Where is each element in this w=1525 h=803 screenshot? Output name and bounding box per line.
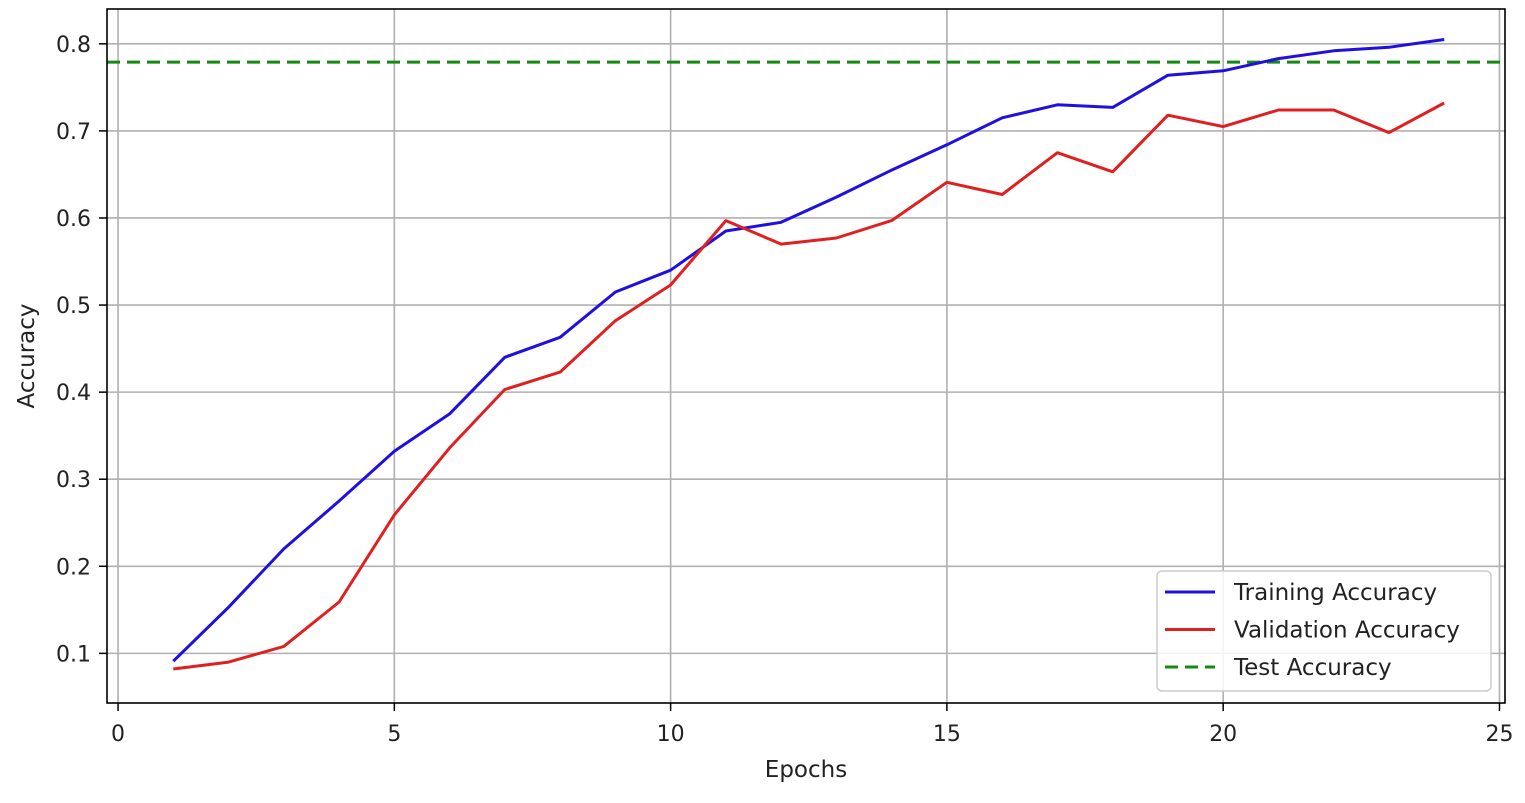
x-tick-label: 5	[387, 722, 401, 747]
legend-box	[1156, 570, 1492, 692]
validation-accuracy-line	[173, 101, 1445, 671]
tick-layer: 0 5 10 15 20 25 0.1 0.2 0.3 0.4 0.5 0.6 0.7 0.8	[56, 33, 1513, 747]
legend: Training Accuracy Validation Accuracy Test…	[1156, 570, 1492, 692]
y-tick-label: 0.5	[56, 294, 91, 319]
x-tick-label: 15	[933, 722, 961, 747]
x-tick-label: 0	[111, 722, 125, 747]
legend-label: Test Accuracy	[1233, 655, 1392, 681]
y-tick-label: 0.6	[56, 207, 91, 232]
x-axis-title: Epochs	[765, 757, 847, 783]
legend-label: Training Accuracy	[1233, 580, 1437, 606]
y-tick-label: 0.3	[56, 468, 91, 493]
y-tick-label: 0.1	[56, 642, 91, 667]
x-tick-label: 20	[1209, 722, 1237, 747]
x-tick-label: 10	[657, 722, 685, 747]
x-tick-label: 25	[1485, 722, 1513, 747]
y-tick-label: 0.7	[56, 120, 91, 145]
series-layer	[107, 38, 1505, 671]
y-tick-label: 0.4	[56, 381, 91, 406]
training-accuracy-line	[172, 38, 1445, 663]
y-tick-label: 0.2	[56, 555, 91, 580]
legend-label: Validation Accuracy	[1234, 618, 1460, 644]
grid-layer	[107, 9, 1505, 703]
y-axis-title: Accuracy	[14, 303, 40, 408]
y-tick-label: 0.8	[56, 33, 91, 58]
plot-frame	[106, 8, 1506, 704]
